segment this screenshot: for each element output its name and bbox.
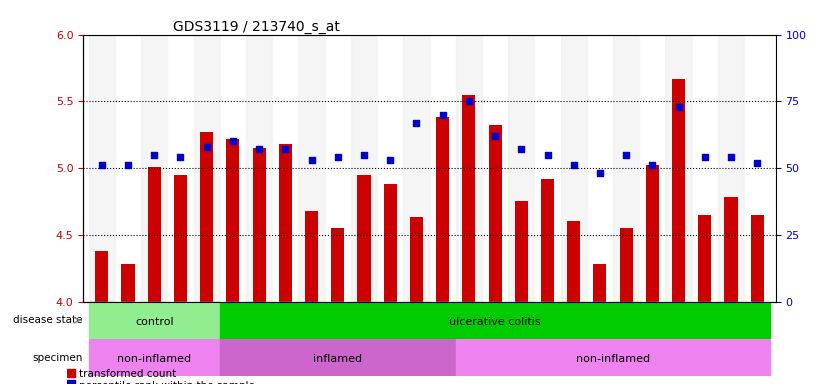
Bar bbox=[193, 35, 219, 301]
Point bbox=[148, 152, 161, 158]
Bar bbox=[384, 184, 397, 301]
Bar bbox=[593, 264, 606, 301]
Bar bbox=[377, 35, 404, 301]
Bar bbox=[279, 144, 292, 301]
Text: transformed count: transformed count bbox=[79, 369, 177, 379]
Bar bbox=[560, 35, 587, 301]
Point bbox=[725, 154, 738, 161]
Bar bbox=[305, 211, 318, 301]
Point bbox=[540, 152, 554, 158]
Bar bbox=[168, 35, 193, 301]
Bar bbox=[587, 35, 613, 301]
Point bbox=[200, 144, 214, 150]
Point bbox=[698, 154, 711, 161]
Bar bbox=[148, 167, 161, 301]
Bar bbox=[122, 264, 134, 301]
Text: inflamed: inflamed bbox=[314, 354, 362, 364]
Point bbox=[672, 104, 686, 110]
Bar bbox=[482, 35, 508, 301]
Point bbox=[305, 157, 319, 163]
Bar bbox=[219, 301, 771, 339]
Point bbox=[95, 162, 108, 169]
Text: ulcerative colitis: ulcerative colitis bbox=[450, 317, 541, 327]
Bar bbox=[88, 35, 115, 301]
Bar bbox=[567, 222, 580, 301]
Point bbox=[436, 112, 450, 118]
Bar bbox=[95, 251, 108, 301]
Point bbox=[173, 154, 187, 161]
Text: specimen: specimen bbox=[33, 353, 83, 362]
Bar bbox=[613, 35, 640, 301]
Point bbox=[384, 157, 397, 163]
Bar bbox=[751, 215, 764, 301]
Text: percentile rank within the sample: percentile rank within the sample bbox=[79, 381, 255, 384]
Bar bbox=[672, 79, 686, 301]
Bar bbox=[535, 35, 560, 301]
Point bbox=[306, 342, 319, 348]
Bar bbox=[404, 35, 430, 301]
Bar bbox=[455, 339, 771, 376]
Text: non-inflamed: non-inflamed bbox=[117, 354, 191, 364]
Bar bbox=[299, 35, 324, 301]
Bar bbox=[718, 35, 744, 301]
Point bbox=[226, 138, 239, 144]
Point bbox=[121, 162, 134, 169]
Point bbox=[489, 133, 502, 139]
Point bbox=[751, 160, 764, 166]
Point bbox=[515, 146, 528, 152]
Bar bbox=[115, 35, 141, 301]
Point bbox=[462, 98, 475, 104]
Bar bbox=[620, 228, 633, 301]
Text: GDS3119 / 213740_s_at: GDS3119 / 213740_s_at bbox=[173, 20, 340, 33]
Point bbox=[253, 146, 266, 152]
Bar bbox=[455, 35, 482, 301]
Bar bbox=[698, 215, 711, 301]
Bar bbox=[430, 35, 455, 301]
Point bbox=[357, 152, 370, 158]
Point bbox=[331, 154, 344, 161]
Bar bbox=[725, 197, 737, 301]
Text: disease state: disease state bbox=[13, 315, 83, 325]
Bar bbox=[88, 339, 219, 376]
Bar bbox=[219, 339, 455, 376]
Bar bbox=[88, 301, 219, 339]
Point bbox=[567, 162, 580, 169]
Bar bbox=[324, 35, 351, 301]
Bar bbox=[489, 125, 501, 301]
Bar bbox=[200, 132, 214, 301]
Bar bbox=[272, 35, 299, 301]
Bar bbox=[640, 35, 666, 301]
Bar bbox=[173, 175, 187, 301]
Point bbox=[620, 152, 633, 158]
Bar bbox=[141, 35, 168, 301]
Bar bbox=[462, 94, 475, 301]
Point bbox=[306, 237, 319, 243]
Point bbox=[409, 119, 423, 126]
Bar bbox=[226, 139, 239, 301]
Bar bbox=[351, 35, 377, 301]
Bar bbox=[358, 175, 370, 301]
Bar bbox=[646, 166, 659, 301]
Bar bbox=[253, 148, 266, 301]
Bar bbox=[331, 228, 344, 301]
Bar bbox=[691, 35, 718, 301]
Point bbox=[279, 146, 292, 152]
Text: control: control bbox=[135, 317, 173, 327]
Bar bbox=[508, 35, 535, 301]
Point bbox=[593, 170, 606, 177]
Text: non-inflamed: non-inflamed bbox=[576, 354, 651, 364]
Bar bbox=[744, 35, 771, 301]
Bar bbox=[515, 202, 528, 301]
Bar bbox=[246, 35, 272, 301]
Bar bbox=[409, 217, 423, 301]
Bar bbox=[541, 179, 554, 301]
Point bbox=[646, 162, 659, 169]
Bar bbox=[436, 118, 450, 301]
Bar bbox=[219, 35, 246, 301]
Bar bbox=[666, 35, 691, 301]
